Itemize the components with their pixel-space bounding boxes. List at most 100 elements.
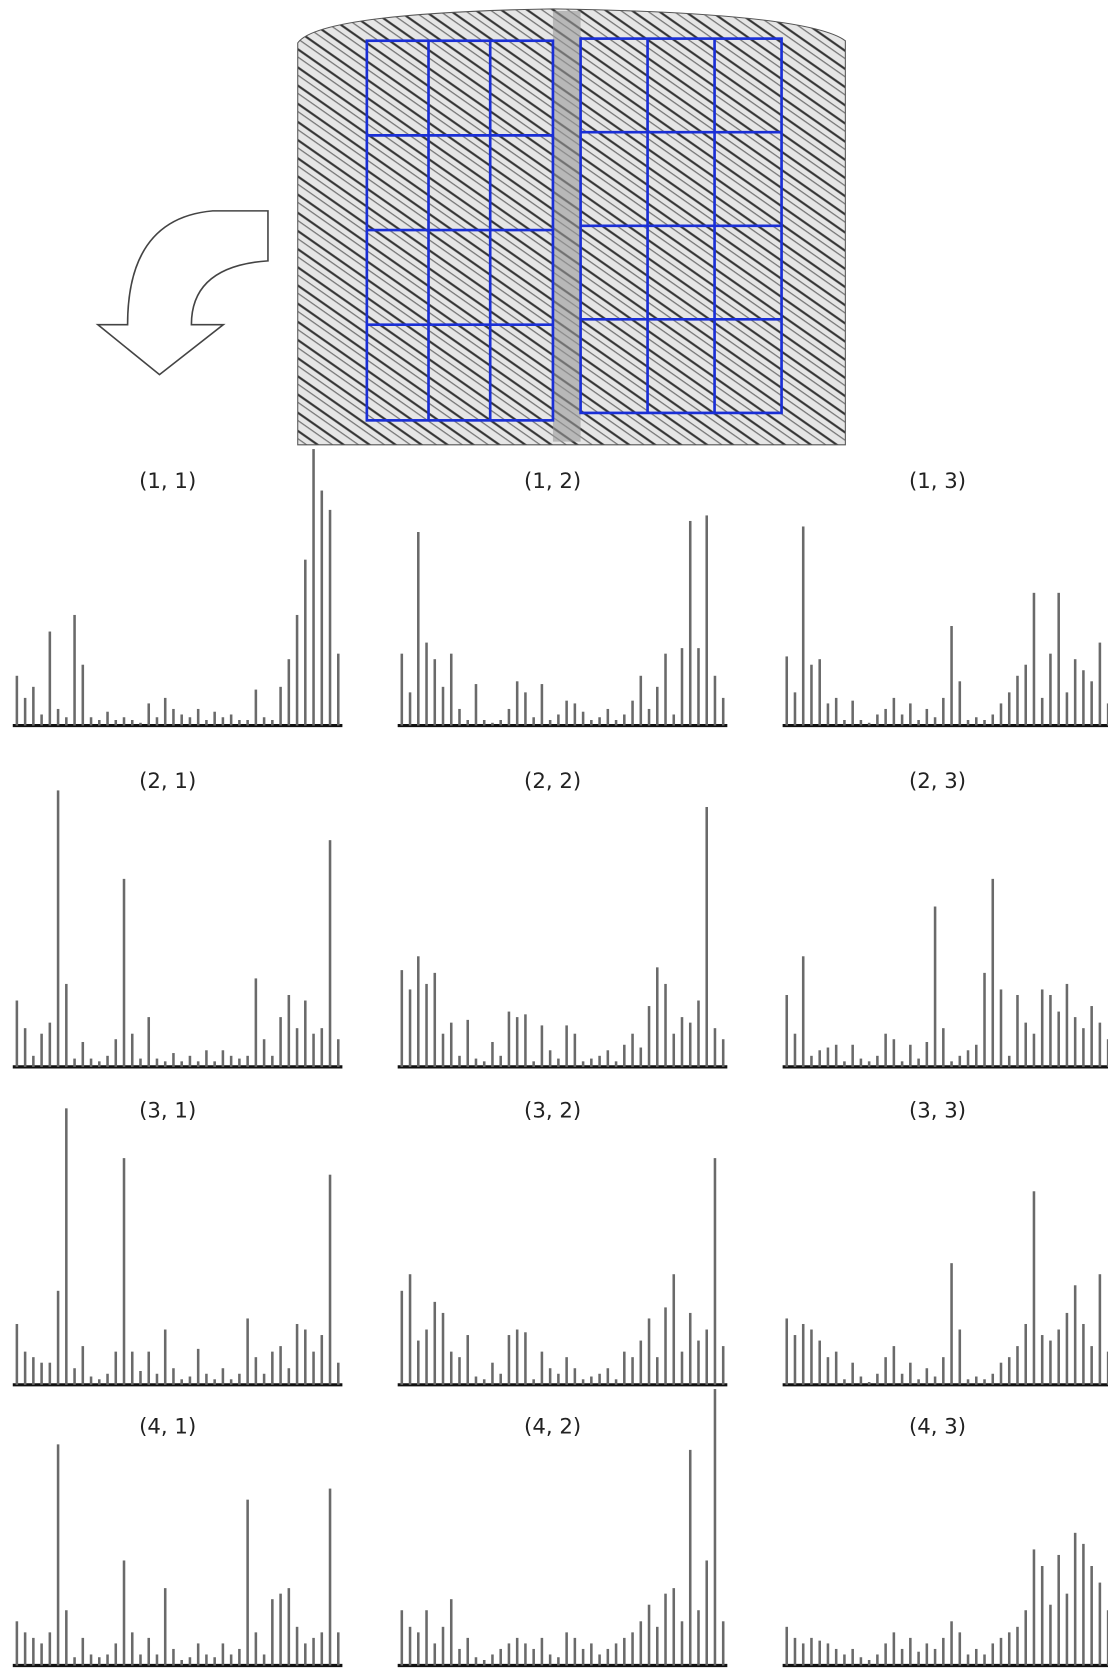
histogram-bar <box>155 1654 159 1666</box>
histogram-bar <box>785 1626 789 1666</box>
histogram-bar <box>705 806 708 1067</box>
histogram-bar <box>999 1362 1003 1385</box>
histogram-bar <box>73 614 76 726</box>
histogram-bar <box>991 1643 995 1666</box>
histogram-bar <box>1090 1006 1093 1067</box>
histogram-bar <box>999 703 1003 726</box>
histogram-bar <box>581 1061 585 1067</box>
histogram-bar <box>672 1274 676 1385</box>
histogram-bar <box>515 1017 519 1067</box>
histogram-bar <box>950 1621 953 1666</box>
histogram-bar <box>441 686 445 726</box>
histogram-bar <box>172 1053 175 1067</box>
histogram-bar <box>48 631 52 726</box>
panel-title: (1, 2) <box>524 469 581 494</box>
histogram-bar <box>933 906 937 1067</box>
panel-title: (3, 2) <box>524 1099 581 1124</box>
histogram-bar <box>892 697 896 726</box>
histogram-bar <box>1082 670 1085 726</box>
histogram-bar <box>417 1632 420 1666</box>
histogram-bar <box>254 1632 258 1666</box>
histogram-bar <box>917 1379 920 1385</box>
histogram-bar <box>999 989 1003 1067</box>
histogram-bar <box>320 490 324 726</box>
histogram-bar <box>304 559 307 726</box>
histogram-bar <box>925 1643 929 1666</box>
histogram-bar <box>664 653 667 726</box>
histogram-bar <box>697 1610 700 1666</box>
histogram-bar <box>262 1654 266 1666</box>
histogram-bar <box>876 714 879 726</box>
histogram-bar <box>499 1648 502 1666</box>
histogram-bar <box>271 1351 274 1385</box>
histogram-bar <box>507 1335 511 1385</box>
histogram-bar <box>818 659 821 726</box>
histogram-bar <box>705 515 708 726</box>
histogram-bar <box>524 1332 527 1385</box>
histogram-bar <box>966 1379 970 1385</box>
histogram-bar <box>23 1632 27 1666</box>
histogram-bar <box>287 1368 291 1385</box>
histogram-bar <box>801 956 805 1067</box>
histogram-bar <box>48 1362 52 1385</box>
histogram-bar <box>606 1648 610 1666</box>
histogram-bar <box>884 1033 887 1067</box>
histogram-bar <box>1007 1357 1011 1385</box>
histogram-bar <box>818 1050 821 1067</box>
panel-title: (4, 3) <box>909 1414 966 1439</box>
histogram-bar <box>180 1379 183 1385</box>
histogram-bar <box>458 1648 461 1666</box>
histogram-bar <box>548 720 552 726</box>
histogram-bar <box>942 1637 945 1666</box>
histogram-bar <box>1065 1312 1069 1385</box>
histogram-bar <box>647 708 651 726</box>
histogram-bar <box>130 1351 134 1385</box>
histogram-bar <box>573 1033 577 1067</box>
histogram-bar <box>328 1488 332 1666</box>
histogram-bar <box>482 720 486 726</box>
histogram-bar <box>656 1357 659 1385</box>
histogram-bar <box>114 720 118 726</box>
histogram-bar <box>867 1061 871 1067</box>
histogram-bar <box>1016 675 1019 726</box>
histogram-bar <box>1040 989 1044 1067</box>
histogram-bar <box>246 1499 249 1666</box>
histogram-bar <box>631 1033 634 1067</box>
histogram-bar <box>433 972 437 1067</box>
histogram-bar <box>826 703 830 726</box>
panel-title: (3, 1) <box>139 1099 196 1124</box>
histogram-bar <box>801 526 805 726</box>
histogram-bar <box>188 717 192 726</box>
histogram-bar <box>408 1626 412 1666</box>
histogram-bar <box>1049 1340 1052 1385</box>
histogram-bar <box>826 1357 830 1385</box>
histogram-bar <box>328 840 332 1067</box>
histogram-bar <box>172 1368 175 1385</box>
histogram-bar <box>287 1588 291 1666</box>
histogram-bar <box>433 659 437 726</box>
histogram-bar <box>491 1654 494 1666</box>
histogram-bar <box>312 1351 315 1385</box>
histogram-bar <box>172 708 175 726</box>
histogram-bar <box>680 1621 684 1666</box>
histogram-bar <box>271 1055 274 1067</box>
xray-image <box>297 8 846 446</box>
histogram-bar <box>221 717 225 726</box>
panel-title: (4, 1) <box>139 1414 196 1439</box>
histogram-bar <box>221 1368 225 1385</box>
histogram-bar <box>614 1643 618 1666</box>
histogram-bar <box>312 1033 315 1067</box>
histogram-bar <box>859 1376 863 1385</box>
histogram-bar <box>721 697 725 726</box>
histogram-bar <box>1032 1191 1036 1385</box>
histogram-bar <box>1082 1543 1085 1666</box>
histogram-bar <box>991 1373 995 1385</box>
histogram-bar <box>163 1061 167 1067</box>
histogram-bar <box>48 1022 52 1067</box>
histogram-bar <box>557 714 560 726</box>
histogram-bar <box>287 994 291 1067</box>
histogram-bar <box>705 1560 708 1666</box>
histogram-bar <box>1065 692 1069 726</box>
histogram-bar <box>474 684 478 726</box>
histogram-bar <box>909 1637 912 1666</box>
